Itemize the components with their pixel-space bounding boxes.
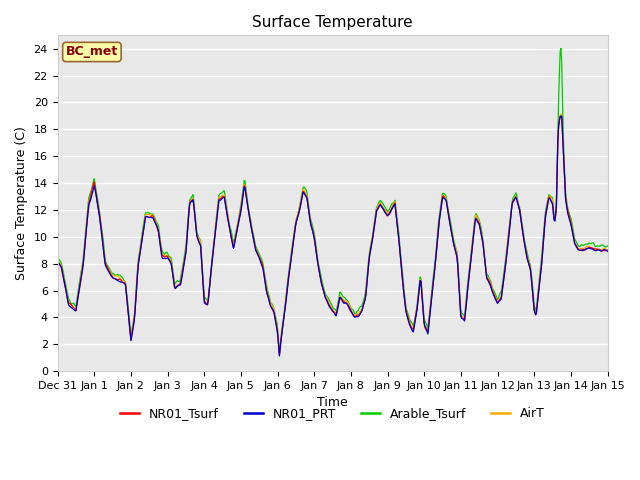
NR01_Tsurf bbox=[54, 258, 61, 264]
NR01_Tsurf bbox=[63, 296, 71, 301]
NR01_Tsurf bbox=[417, 278, 424, 284]
AirT bbox=[558, 111, 566, 117]
Arable_Tsurf bbox=[557, 46, 564, 51]
Line: NR01_Tsurf: NR01_Tsurf bbox=[58, 117, 607, 355]
AirT bbox=[176, 281, 184, 287]
Arable_Tsurf bbox=[276, 349, 284, 355]
NR01_PRT bbox=[176, 282, 184, 288]
Arable_Tsurf bbox=[176, 278, 184, 284]
NR01_Tsurf bbox=[604, 247, 611, 253]
NR01_PRT bbox=[54, 258, 61, 264]
Y-axis label: Surface Temperature (C): Surface Temperature (C) bbox=[15, 126, 28, 280]
X-axis label: Time: Time bbox=[317, 396, 348, 409]
AirT bbox=[417, 277, 424, 283]
Legend: NR01_Tsurf, NR01_PRT, Arable_Tsurf, AirT: NR01_Tsurf, NR01_PRT, Arable_Tsurf, AirT bbox=[115, 402, 550, 425]
Arable_Tsurf bbox=[604, 243, 611, 249]
AirT bbox=[54, 257, 61, 263]
NR01_PRT bbox=[120, 280, 128, 286]
AirT bbox=[604, 247, 611, 253]
Line: Arable_Tsurf: Arable_Tsurf bbox=[58, 48, 607, 352]
NR01_Tsurf bbox=[120, 280, 128, 286]
NR01_PRT bbox=[558, 113, 566, 119]
Title: Surface Temperature: Surface Temperature bbox=[252, 15, 413, 30]
NR01_PRT bbox=[63, 297, 71, 302]
AirT bbox=[205, 289, 213, 295]
Line: AirT: AirT bbox=[58, 114, 607, 354]
NR01_Tsurf bbox=[276, 352, 284, 358]
Arable_Tsurf bbox=[63, 290, 71, 296]
Text: BC_met: BC_met bbox=[66, 46, 118, 59]
NR01_Tsurf bbox=[556, 114, 564, 120]
Arable_Tsurf bbox=[120, 278, 128, 284]
NR01_PRT bbox=[604, 248, 611, 254]
NR01_PRT bbox=[205, 289, 213, 295]
AirT bbox=[120, 278, 128, 284]
Line: NR01_PRT: NR01_PRT bbox=[58, 116, 607, 356]
NR01_PRT bbox=[417, 277, 424, 283]
NR01_Tsurf bbox=[176, 281, 184, 287]
AirT bbox=[63, 295, 71, 300]
Arable_Tsurf bbox=[417, 274, 424, 280]
Arable_Tsurf bbox=[400, 288, 408, 293]
NR01_Tsurf bbox=[205, 290, 213, 296]
Arable_Tsurf bbox=[205, 288, 213, 294]
AirT bbox=[276, 351, 284, 357]
NR01_Tsurf bbox=[400, 292, 408, 298]
AirT bbox=[400, 289, 408, 295]
NR01_PRT bbox=[276, 353, 284, 359]
Arable_Tsurf bbox=[54, 256, 61, 262]
NR01_PRT bbox=[400, 293, 408, 299]
